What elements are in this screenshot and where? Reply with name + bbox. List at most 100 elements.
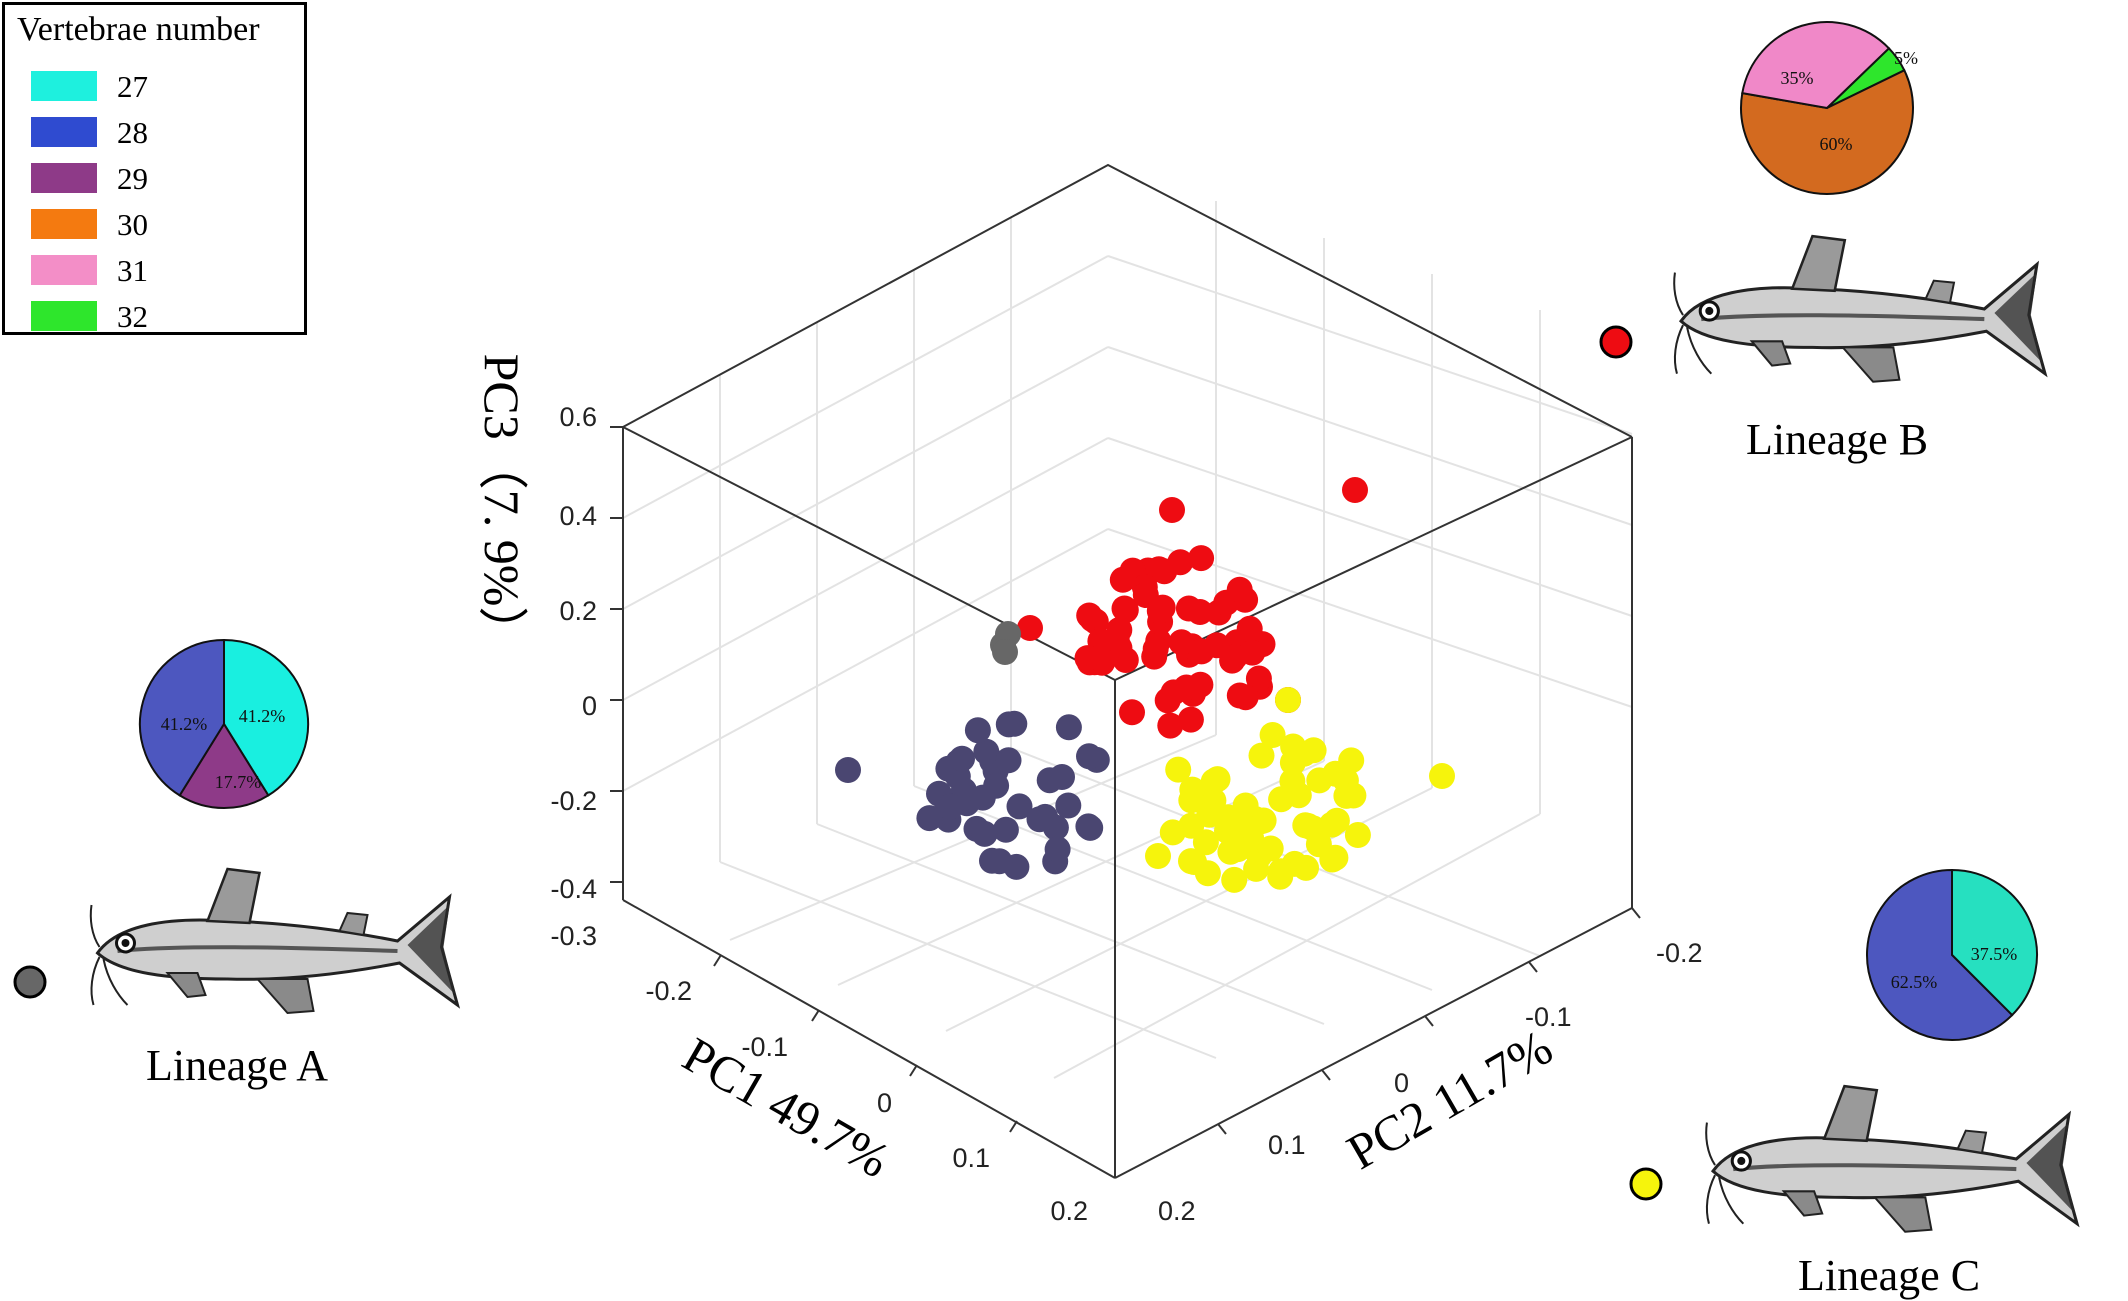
scatter-point (986, 848, 1013, 875)
x-tick: -0.3 (550, 921, 597, 951)
pie-lineage-c: 37.5% 62.5% (1866, 868, 2038, 1041)
scatter-point (1259, 722, 1286, 748)
scatter-point (1168, 629, 1195, 656)
scatter-point (1257, 835, 1284, 862)
legend-label: 32 (117, 299, 148, 334)
scatter-point (992, 639, 1018, 665)
scatter-point (1429, 763, 1455, 789)
legend-item-29: 29 (31, 161, 291, 196)
scatter-point (1225, 836, 1251, 863)
scatter-point (1142, 635, 1169, 662)
y-tick: -0.1 (1525, 1002, 1572, 1032)
lineage-a-label: Lineage A (146, 1041, 329, 1090)
scatter-point (937, 793, 963, 820)
grid-lines (622, 201, 1633, 1079)
scatter-point (971, 820, 998, 847)
fish-illustration-b (1674, 236, 2045, 382)
scatter-point (1292, 812, 1319, 839)
legend-swatch (31, 209, 97, 239)
legend-swatch (31, 117, 97, 147)
lineage-b-marker (1599, 325, 1633, 359)
scatter-point (1175, 595, 1202, 622)
legend-label: 30 (117, 207, 148, 242)
scatter-point (1017, 615, 1043, 641)
scatter-point (1268, 858, 1294, 885)
scatter-point (1074, 645, 1101, 672)
scatter-point (1236, 615, 1263, 642)
x-tick: 0.2 (1050, 1196, 1088, 1226)
y-tick: 0 (1394, 1068, 1409, 1098)
scatter-point (1342, 477, 1368, 503)
cube-edges (622, 163, 1633, 1179)
scatter-point (1109, 566, 1136, 593)
y-axis-ticks: 0.2 0.1 0 -0.1 -0.2 (1158, 938, 1703, 1226)
legend-item-30: 30 (31, 207, 291, 242)
scatter-point (1318, 811, 1345, 838)
pie-slice-label: 35% (1781, 68, 1814, 88)
scatter-point (1306, 767, 1333, 794)
legend-item-32: 32 (31, 299, 291, 334)
scatter-point (1226, 576, 1253, 603)
scatter-points (835, 477, 1455, 893)
scatter-point (1196, 801, 1223, 828)
scatter-point (1111, 595, 1138, 622)
scatter-point (1188, 545, 1215, 572)
scatter-point (1204, 766, 1231, 793)
scatter-point (983, 772, 1010, 799)
pie-slice (1866, 868, 2014, 1041)
x-tick: 0 (877, 1088, 892, 1118)
pie-slice-label: 5% (1894, 48, 1918, 68)
scatter-point (1112, 647, 1139, 673)
scatter-point (1103, 626, 1130, 653)
scatter-point (1194, 860, 1221, 887)
z-axis-title: PC3（7. 9%） (474, 354, 530, 657)
pie-slice-label: 60% (1820, 134, 1853, 154)
x-axis-ticks: -0.3 -0.2 -0.1 0 0.1 0.2 (550, 921, 1088, 1226)
scatter-point (1232, 684, 1259, 711)
scatter-point (1145, 843, 1171, 869)
scatter-point (1157, 712, 1184, 739)
z-tick: 0.4 (559, 501, 597, 531)
scatter-point (1044, 836, 1071, 863)
scatter-point (1055, 714, 1082, 741)
scatter-point (1293, 854, 1319, 881)
fish-illustration-c (1706, 1086, 2077, 1232)
scatter-point (1167, 549, 1194, 576)
scatter-point (1188, 638, 1215, 665)
pie-lineage-a: 41.2% 17.7% 41.2% (138, 638, 310, 809)
scatter-point (1243, 855, 1270, 882)
legend-swatch (31, 301, 97, 331)
legend-label: 29 (117, 161, 148, 196)
z-tick: 0 (582, 691, 597, 721)
pie-slice (178, 722, 270, 809)
scatter-point (916, 805, 943, 832)
scatter-point (1177, 706, 1204, 733)
legend-title: Vertebrae number (17, 11, 260, 48)
pie-slice-label: 37.5% (1971, 944, 2018, 964)
scatter-point (995, 711, 1022, 738)
lineage-c-label: Lineage C (1798, 1251, 1981, 1300)
scatter-point (1344, 822, 1371, 848)
scatter-point (1119, 699, 1145, 726)
scatter-point (995, 747, 1022, 774)
z-tick: -0.2 (550, 786, 597, 816)
pie-slice (138, 638, 225, 797)
scatter-point (1248, 742, 1275, 769)
scatter-point (1221, 866, 1248, 893)
y-axis-title: PC2 11.7% (1338, 1019, 1562, 1180)
pie-slice (1741, 21, 1891, 110)
scatter-point (949, 745, 975, 772)
scatter-point (1178, 787, 1205, 814)
pie-slice-label: 41.2% (239, 706, 286, 726)
z-tick: -0.4 (550, 874, 597, 904)
scatter-point (1268, 786, 1295, 813)
scatter-point (1245, 665, 1272, 692)
legend-item-31: 31 (31, 253, 291, 288)
scatter-point (1160, 679, 1187, 706)
cube-back-left-face (623, 165, 1108, 900)
z-axis-ticks: 0.6 0.4 0.2 0 -0.2 -0.4 (550, 402, 597, 904)
legend-item-28: 28 (31, 115, 291, 150)
legend-label: 27 (117, 69, 148, 104)
scatter-point (1291, 740, 1317, 767)
